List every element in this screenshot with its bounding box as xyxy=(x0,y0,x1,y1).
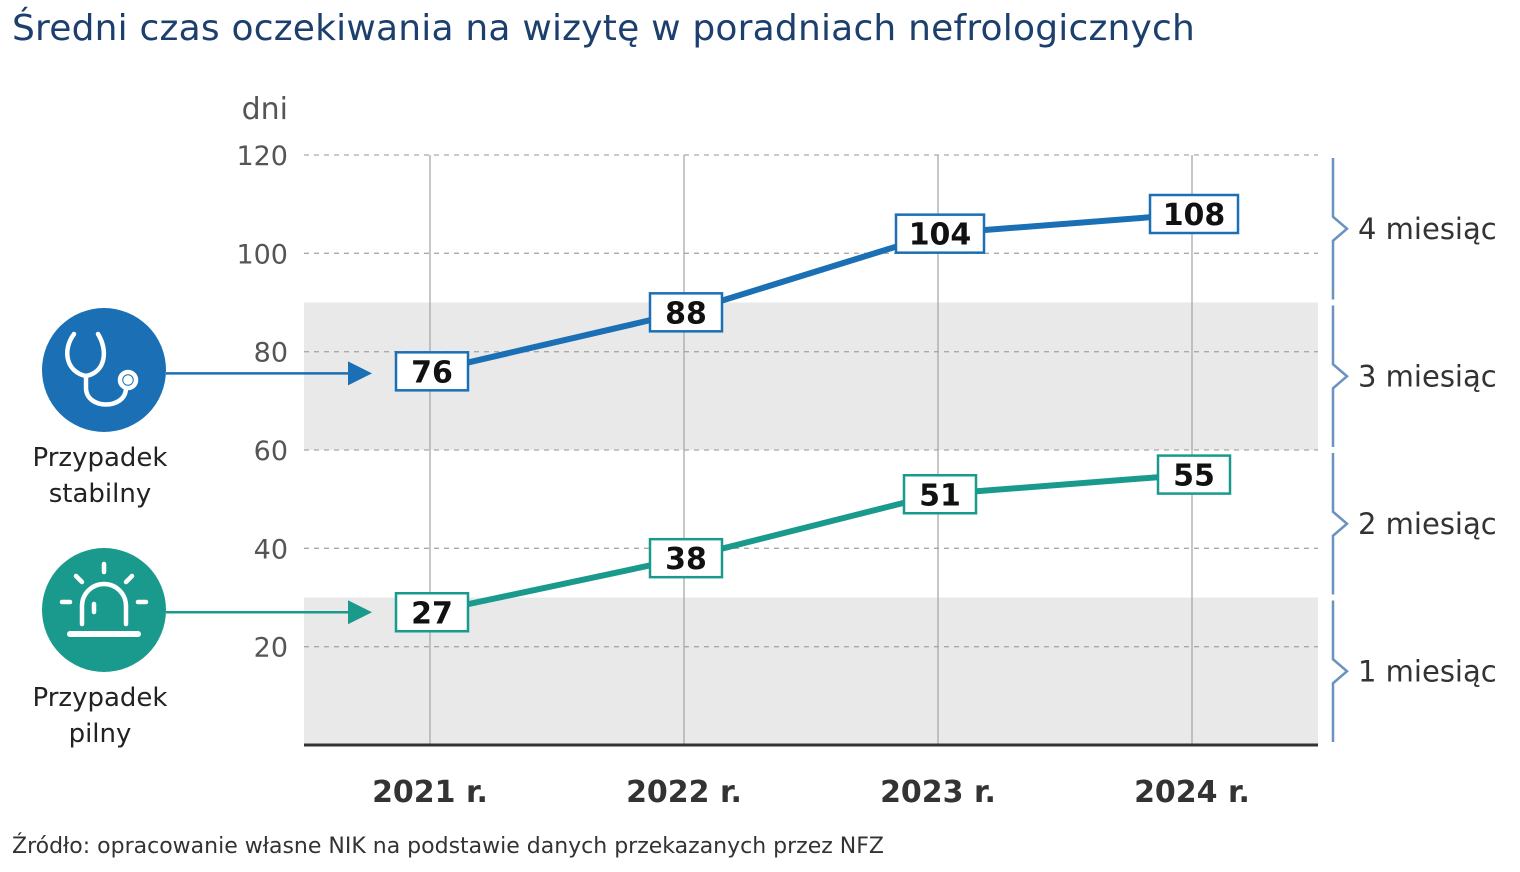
band-shade xyxy=(304,302,1318,450)
data-label: 27 xyxy=(411,596,453,631)
y-tick-label: 120 xyxy=(236,141,288,172)
data-label: 108 xyxy=(1163,198,1226,233)
month-brace xyxy=(1331,305,1349,447)
legend-marker xyxy=(42,308,166,432)
legend-layer: Przypadek stabilny Przypadek pilny xyxy=(33,308,372,749)
x-tick-label: 2021 r. xyxy=(372,775,488,810)
legend-marker xyxy=(42,548,166,672)
legend-label: Przypadek xyxy=(33,683,168,713)
data-point-box xyxy=(1156,454,1232,495)
month-label: 1 miesiąc xyxy=(1358,654,1497,688)
stethoscope-icon xyxy=(65,331,139,407)
data-point-box xyxy=(902,474,978,515)
data-label: 55 xyxy=(1173,459,1215,494)
series-layer: 76 88 104 108 27 38 51 55 xyxy=(394,193,1240,633)
month-brace-layer: 1 miesiąc 2 miesiąc 3 miesiąc 4 miesiąc xyxy=(1331,158,1497,742)
series-line xyxy=(429,211,1193,375)
x-tick-label: 2023 r. xyxy=(880,775,996,810)
data-label: 104 xyxy=(909,218,972,253)
source-note: Źródło: opracowanie własne NIK na podsta… xyxy=(12,834,884,859)
x-tick-label: 2022 r. xyxy=(626,775,742,810)
band-shading-layer xyxy=(304,302,1318,745)
month-label: 3 miesiąc xyxy=(1358,359,1497,393)
axis-layer: 20 40 60 80 100 120 dni 2021 r. 2022 r. 2023 r. 20… xyxy=(236,92,1318,810)
data-label: 51 xyxy=(919,478,961,513)
siren-icon xyxy=(59,561,149,637)
x-tick-label: 2024 r. xyxy=(1134,775,1250,810)
y-axis-label: dni xyxy=(242,92,288,127)
band-shade xyxy=(304,597,1318,745)
legend-label: Przypadek xyxy=(33,443,168,473)
data-point-box xyxy=(394,592,470,633)
y-tick-label: 80 xyxy=(254,338,288,369)
month-brace xyxy=(1331,453,1349,595)
month-label: 2 miesiąc xyxy=(1358,507,1497,541)
data-point-box xyxy=(1148,193,1240,235)
series-line xyxy=(429,471,1193,616)
y-tick-label: 20 xyxy=(254,633,288,664)
month-brace xyxy=(1331,158,1349,300)
data-label: 76 xyxy=(411,355,453,390)
legend-arrow-head xyxy=(348,361,372,386)
data-label: 38 xyxy=(665,542,707,577)
y-tick-label: 100 xyxy=(236,239,288,270)
y-tick-label: 40 xyxy=(254,534,288,565)
grid-layer xyxy=(304,154,1318,745)
data-point-box xyxy=(894,213,986,254)
legend-label: stabilny xyxy=(49,479,152,509)
y-tick-label: 60 xyxy=(254,436,288,467)
month-label: 4 miesiąc xyxy=(1358,212,1497,246)
data-point-box xyxy=(394,351,470,392)
legend-arrow-head xyxy=(348,600,372,625)
data-point-box xyxy=(648,537,724,579)
data-label: 88 xyxy=(665,296,707,331)
data-point-box xyxy=(648,292,724,333)
chart-title: Średni czas oczekiwania na wizytę w pora… xyxy=(12,8,1196,49)
legend-label: pilny xyxy=(69,719,132,749)
month-brace xyxy=(1331,600,1349,742)
